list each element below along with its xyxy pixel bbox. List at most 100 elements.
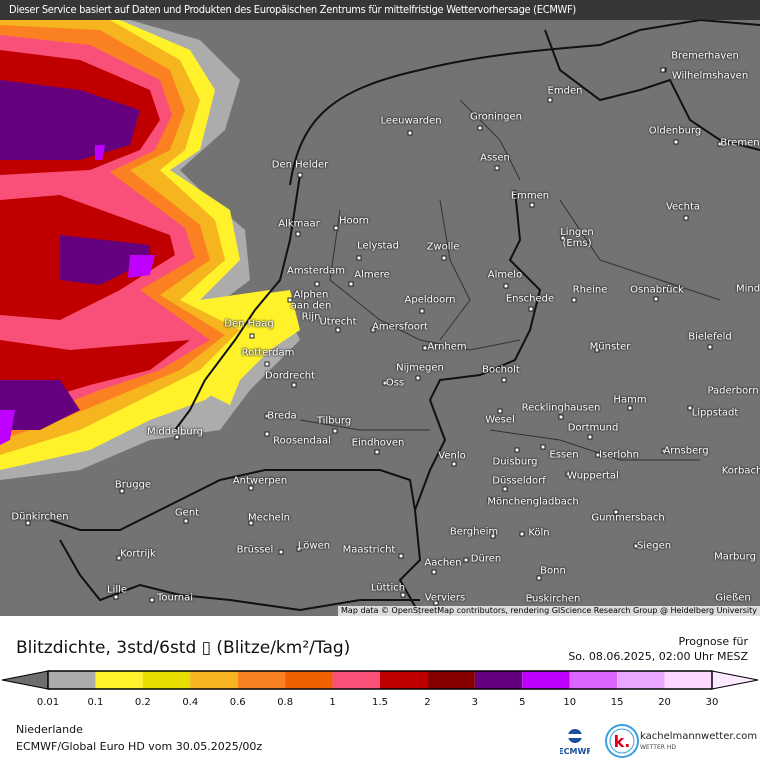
city-marker	[490, 533, 496, 539]
kachelmann-logo[interactable]: k.	[604, 723, 640, 759]
city-marker	[287, 297, 293, 303]
city-label: Nijmegen	[396, 362, 444, 374]
ecmwf-service-banner: Dieser Service basiert auf Daten und Pro…	[0, 0, 760, 20]
map-attribution[interactable]: Map data © OpenStreetMap contributors, r…	[338, 606, 760, 616]
city-label: Essen	[549, 449, 579, 461]
legend-swatch	[569, 671, 618, 689]
city-marker	[291, 382, 297, 388]
map-layers	[0, 18, 760, 616]
lightning-density-field	[0, 20, 300, 480]
city-label: Iserlohn	[599, 449, 639, 461]
city-marker	[502, 486, 508, 492]
legend-tick-label: 3	[471, 697, 479, 708]
city-marker	[249, 333, 255, 339]
city-marker	[415, 375, 421, 381]
city-label: Hoorn	[338, 215, 370, 227]
city-label: Paderborn	[707, 385, 759, 397]
borders-coastlines	[49, 18, 760, 616]
legend-tick-label: 1	[329, 697, 336, 708]
city-marker	[519, 531, 525, 537]
city-marker	[717, 141, 723, 147]
city-marker	[595, 452, 601, 458]
city-marker	[356, 255, 362, 261]
city-marker	[501, 377, 507, 383]
legend-swatch	[48, 671, 96, 689]
city-label: Assen	[480, 152, 510, 164]
legend-above-arrow	[711, 670, 759, 690]
city-label: Dortmund	[567, 422, 619, 434]
city-marker	[497, 408, 503, 414]
city-marker	[149, 597, 155, 603]
city-marker	[183, 518, 189, 524]
weather-map[interactable]: Dieser Service basiert auf Daten und Pro…	[0, 0, 760, 616]
legend-swatch	[380, 671, 428, 689]
city-label: Alkmaar	[278, 218, 320, 230]
city-label: Bremerhaven	[671, 50, 739, 62]
city-label: Wilhelmshaven	[671, 70, 749, 82]
city-marker	[398, 553, 404, 559]
city-label: Emmen	[510, 190, 550, 202]
city-label: Düsseldorf	[492, 475, 546, 487]
kachelmann-text[interactable]: kachelmannwetter.com	[640, 731, 758, 742]
city-marker	[687, 405, 693, 411]
city-label: Zwolle	[426, 241, 460, 253]
city-label: Korbach	[721, 465, 760, 477]
svg-text:ECMWF: ECMWF	[560, 747, 590, 756]
legend-swatch	[285, 671, 333, 689]
city-label: Arnsberg	[663, 445, 709, 457]
city-label: Mind	[735, 283, 760, 295]
city-label: Gießen	[715, 592, 751, 604]
city-label: Vechta	[665, 201, 701, 213]
city-label: Mönchengladbach	[487, 496, 579, 508]
city-marker	[333, 225, 339, 231]
legend-tick-label: 10	[563, 697, 577, 708]
legend-tick-label: 0.2	[134, 697, 151, 708]
prognose-time: So. 08.06.2025, 02:00 Uhr MESZ	[568, 650, 748, 663]
city-label: Aachen	[424, 557, 462, 569]
city-label: Münster	[589, 341, 631, 353]
city-label: Hamm	[613, 394, 647, 406]
city-marker	[587, 434, 593, 440]
city-label: Den Helder	[271, 159, 329, 171]
city-marker	[503, 283, 509, 289]
city-marker	[332, 428, 338, 434]
model-run-label: ECMWF/Global Euro HD vom 30.05.2025/00z	[16, 740, 263, 753]
city-label: Lippstadt	[691, 407, 739, 419]
city-label: Lelystad	[357, 240, 399, 252]
city-label: Maastricht	[342, 544, 396, 556]
city-marker	[441, 255, 447, 261]
city-marker	[558, 414, 564, 420]
city-label: Groningen	[469, 111, 523, 123]
city-marker	[477, 125, 483, 131]
city-marker	[314, 281, 320, 287]
city-label: Wuppertal	[567, 470, 619, 482]
city-label: Lüttich	[370, 582, 406, 594]
city-marker	[451, 461, 457, 467]
city-marker	[661, 448, 667, 454]
city-label: Bonn	[540, 565, 566, 577]
city-marker	[382, 380, 388, 386]
city-label: Alphen aan den Rijn	[290, 289, 332, 323]
city-marker	[264, 361, 270, 367]
city-marker	[374, 449, 380, 455]
city-label: Breda	[267, 410, 297, 422]
legend-tick-label: 0.6	[229, 697, 246, 708]
city-label: Löwen	[297, 540, 331, 552]
city-marker	[335, 327, 341, 333]
legend-tick-label: 0.4	[182, 697, 199, 708]
legend-title: Blitzdichte, 3std/6std ▯ (Blitze/km²/Tag…	[16, 638, 351, 658]
legend-tick-label: 2	[424, 697, 431, 708]
city-marker	[627, 405, 633, 411]
city-label: Wesel	[485, 414, 515, 426]
city-marker	[529, 202, 535, 208]
city-marker	[296, 546, 302, 552]
city-marker	[25, 520, 31, 526]
city-label: Köln	[528, 527, 550, 539]
city-label: Oss	[385, 377, 405, 389]
city-label: Tournai	[156, 592, 194, 604]
city-marker	[295, 231, 301, 237]
city-label: Almere	[354, 269, 390, 281]
city-label: Mecheln	[248, 512, 290, 524]
city-label: Enschede	[505, 293, 555, 305]
city-marker	[707, 344, 713, 350]
